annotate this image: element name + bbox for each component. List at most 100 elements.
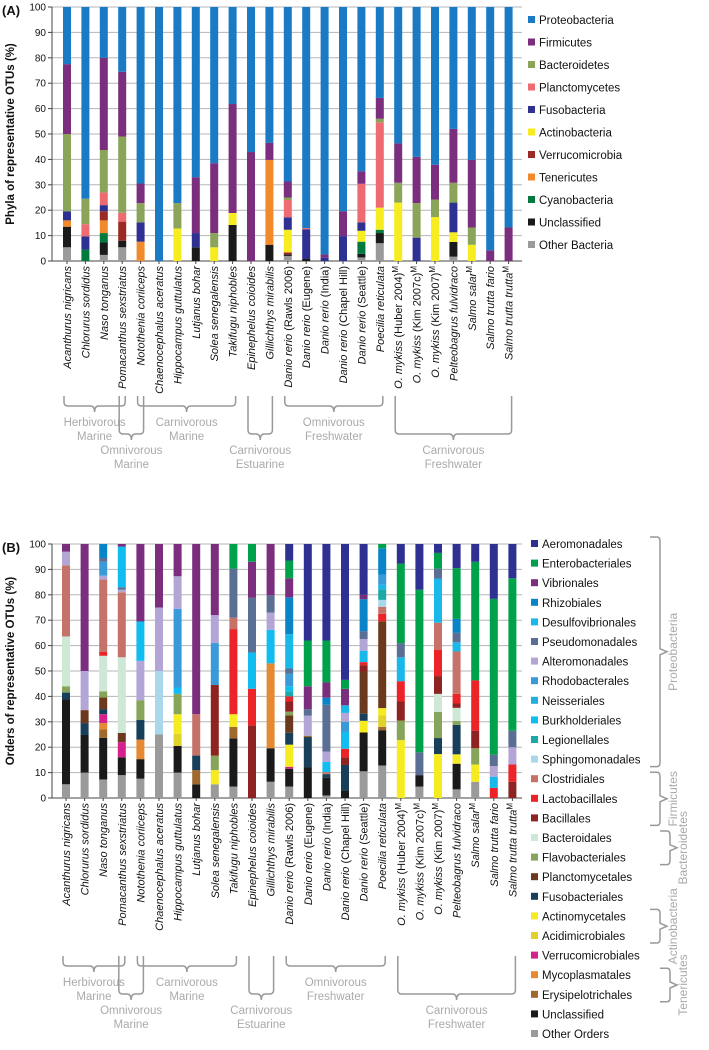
- bar-segment-actinobacteria: [357, 230, 366, 242]
- legend-swatch: [531, 677, 538, 685]
- bar-segment-aeromonadales: [489, 544, 498, 599]
- bar-segment-proteobacteria: [375, 7, 384, 98]
- legend-swatch: [531, 1010, 538, 1018]
- species-name: Acanthurus nigricans: [61, 803, 73, 907]
- superscript: M: [391, 266, 400, 273]
- y-tick-label: 70: [35, 616, 47, 627]
- bar-segment-fusobacteria: [283, 217, 292, 230]
- bar-segment-planctomycetales: [117, 732, 126, 743]
- y-tick-label: 90: [35, 28, 47, 39]
- legend-swatch: [528, 241, 535, 248]
- bar-segment-actinobacteria: [467, 244, 476, 261]
- panel-label: (A): [2, 3, 20, 18]
- bar-segment-vibrionales: [173, 544, 182, 577]
- bar-segment-proteobacteria: [118, 7, 127, 72]
- label-note: (Kim 2007c): [412, 273, 424, 335]
- bar-segment-erysipelotrichales: [378, 726, 387, 731]
- species-name: Salmo salar: [467, 271, 479, 330]
- legend-label: Enterobacteriales: [542, 559, 632, 571]
- bar-segment-rhizobiales: [285, 597, 294, 635]
- legend-swatch: [528, 16, 535, 23]
- bar-segment-alteromonadales: [117, 589, 126, 593]
- legend-label: Cyanobacteria: [539, 195, 614, 207]
- bar-segment-aeromonadales: [285, 544, 294, 561]
- group-bracket: [247, 396, 274, 441]
- bar-segment-alteromonadales: [508, 747, 517, 765]
- bar-segment-firmicutes: [265, 142, 274, 160]
- bar-segment-lactobacillales: [378, 613, 387, 622]
- legend-label: Desulfovibrionales: [542, 617, 636, 629]
- species-name: Chaenocephalus aceratus: [154, 803, 166, 931]
- bar-segment-lactobacillales: [99, 651, 108, 656]
- panel-a: (A) Phyla of representative OTUs (%) 0 10 20…: [2, 3, 623, 472]
- bar-segment-firmicutes: [320, 254, 329, 258]
- bar-segment-tenericutes: [265, 159, 274, 245]
- group-bracket: [285, 956, 386, 973]
- bar-segment-actinomycetales: [452, 754, 461, 764]
- bar-segment-bacteroidetes: [173, 203, 182, 229]
- bar-segment-firmicutes: [412, 156, 421, 204]
- bar-segment-other-orders: [471, 781, 480, 798]
- bar-segment-firmicutes: [394, 143, 403, 183]
- bar-segment-proteobacteria: [394, 7, 403, 144]
- species-name: O. mykiss: [412, 335, 424, 384]
- x-tick-label: Danio rerio (Rawls 2006): [283, 266, 295, 388]
- y-tick-label: 50: [35, 130, 47, 141]
- species-name: Takifugu niphobles: [228, 266, 240, 358]
- bar-segment-unclassified: [265, 244, 274, 261]
- group-bracket: [397, 956, 517, 1001]
- bar-segment-clostridiales: [117, 592, 126, 658]
- bar-segment-vibrionales: [359, 594, 368, 600]
- bar-segment-rhodobacterales: [285, 673, 294, 687]
- bar-segment-pseudomonadales: [99, 557, 108, 562]
- bar-segment-flavobacteriales: [285, 711, 294, 716]
- label-note: (Seattle): [359, 803, 371, 848]
- bar-segment-firmicutes: [63, 64, 71, 134]
- group-label: Carnivorous: [422, 445, 484, 457]
- superscript: M: [468, 803, 477, 810]
- bar-segment-unclassified: [266, 748, 275, 782]
- x-tick-label: Danio rerio (Rawls 2006): [284, 803, 296, 925]
- bar-segment-fusobacteriales: [136, 720, 145, 740]
- species-name: Lutjanus bohar: [191, 265, 203, 339]
- bar-segment-other-orders: [117, 775, 126, 798]
- bar-segment-unclassified: [322, 777, 331, 796]
- y-tick-label: 90: [35, 565, 47, 576]
- bar-segment-fusobacteria: [99, 205, 108, 212]
- label-note: (Eugene): [303, 803, 315, 851]
- group-label: Omnivorous: [100, 1005, 162, 1017]
- species-name: Epinephelus coioides: [246, 266, 258, 370]
- bar-segment-planctomycetales: [80, 710, 89, 724]
- x-tick-label: Danio rerio (Eugene): [303, 803, 315, 905]
- bar-segment-firmicutes: [228, 104, 237, 213]
- y-tick-label: 0: [40, 257, 46, 268]
- group-bracket: [136, 396, 237, 413]
- bar-segment-enterobacteriales: [489, 598, 498, 755]
- bar-segment-desulfovibrionales: [489, 776, 498, 788]
- bar-segment-unclassified: [173, 745, 182, 773]
- group-label: Carnivorous: [229, 445, 291, 457]
- bar-segment-alteromonadales: [341, 712, 349, 722]
- bar-segment-proteobacteria: [486, 7, 495, 251]
- bar-segment-fusobacteria: [191, 233, 200, 248]
- x-tick-label: Acanthurus nigricans: [61, 803, 73, 907]
- x-tick-label: Poecilia reticulata: [377, 803, 389, 889]
- bar-segment-desulfovibrionales: [378, 584, 387, 590]
- bar-segment-unclassified: [359, 732, 368, 772]
- legend-label: Flavobacteriales: [542, 853, 626, 865]
- legend-label: Actinomycetales: [542, 911, 626, 923]
- bar-segment-fusobacteriales: [341, 764, 349, 791]
- bar-segment-proteobacteria: [136, 7, 145, 184]
- bar-segment-acidimicrobiales: [173, 733, 182, 746]
- x-tick-label: O. mykiss (Kim 2007c)M: [410, 266, 424, 384]
- phylum-label: Firmicutes: [666, 771, 680, 826]
- label-note: (Eugene): [301, 266, 313, 314]
- bar-segment-bacillales: [210, 684, 219, 756]
- bar-segment-firmicutes: [118, 71, 127, 137]
- legend-label: Sphingomonadales: [542, 755, 641, 767]
- bar-segment-clostridiales: [378, 606, 387, 614]
- bar-segment-rhizobiales: [99, 544, 108, 558]
- bar-segment-vibrionales: [62, 544, 70, 552]
- bar-segment-mycoplasmatales: [99, 723, 108, 730]
- bar-segment-verrucomicrobiales: [99, 714, 108, 724]
